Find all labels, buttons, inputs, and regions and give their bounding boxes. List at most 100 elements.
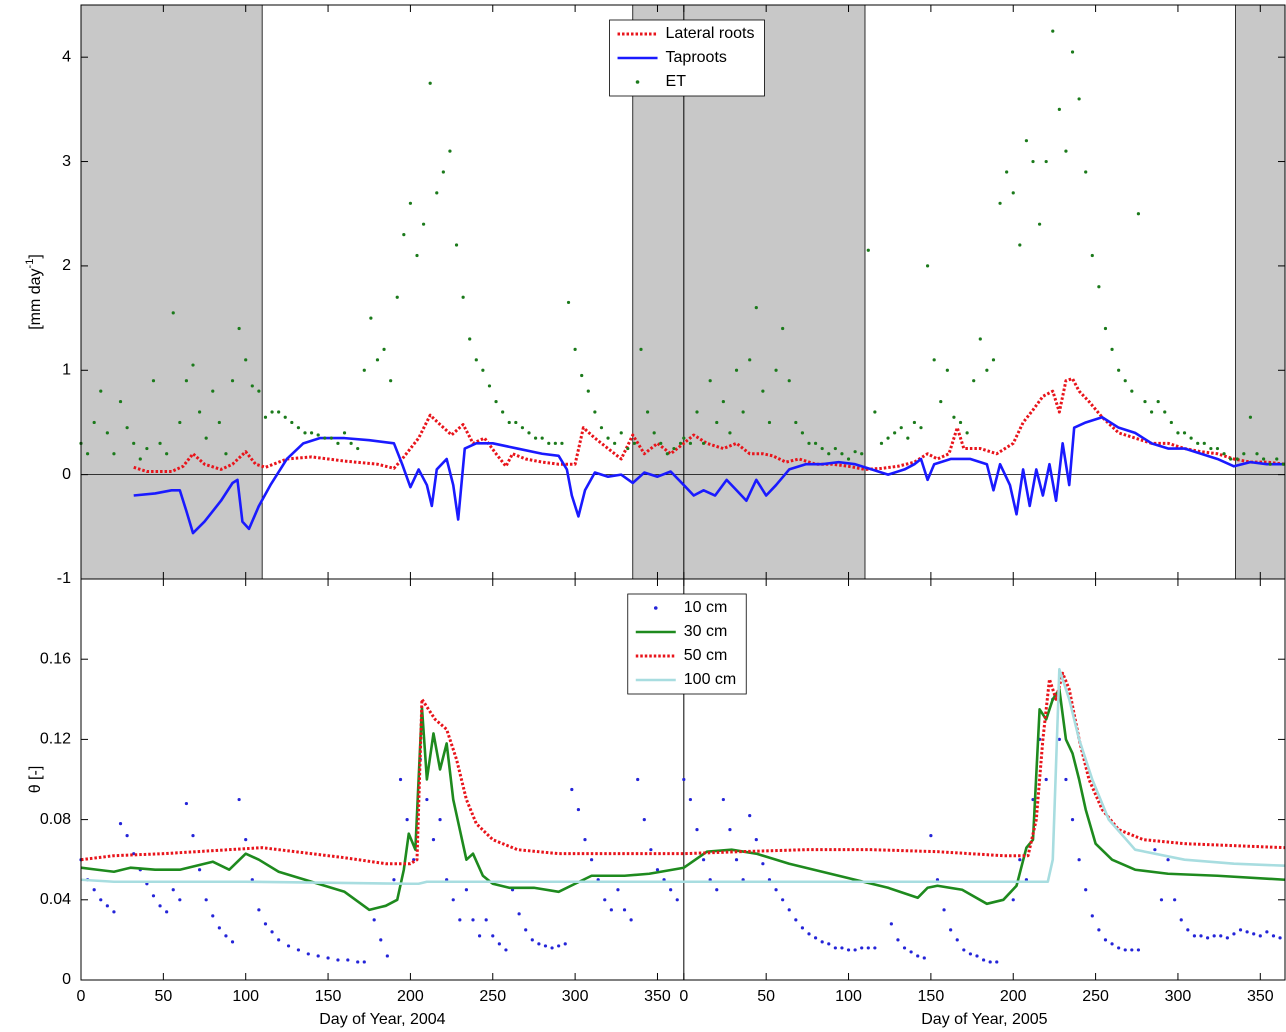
data-point [613, 441, 617, 445]
x-tick-label: 350 [1247, 988, 1274, 1005]
data-point [125, 426, 129, 430]
data-point [451, 898, 455, 902]
data-point [145, 446, 149, 451]
data-point [1196, 441, 1200, 445]
data-point [557, 944, 561, 948]
data-point [1143, 399, 1147, 404]
data-point [323, 436, 327, 440]
data-point [1265, 930, 1269, 934]
data-point [362, 960, 366, 964]
data-point [560, 441, 564, 445]
data-point [916, 954, 920, 958]
x-tick-label: 150 [918, 988, 945, 1005]
data-point [632, 441, 637, 445]
legend: 10 cm 30 cm 50 cm 100 cm [627, 593, 747, 695]
y-axis-label-part: [mm day [27, 268, 44, 329]
data-point [1159, 898, 1164, 902]
data-point [543, 944, 548, 948]
data-point [639, 347, 643, 351]
data-point [675, 898, 679, 902]
data-point [688, 441, 693, 445]
data-point [800, 926, 805, 930]
data-point [593, 410, 597, 414]
data-point [734, 858, 739, 862]
data-point [586, 389, 590, 393]
data-point [909, 950, 913, 954]
data-point [1117, 368, 1121, 372]
data-point [695, 410, 699, 414]
data-point [860, 452, 864, 456]
data-point [840, 452, 844, 456]
data-point [1153, 848, 1157, 852]
plot-frame [80, 578, 1286, 981]
x-tick-label: 0 [679, 988, 688, 1005]
data-point [629, 918, 633, 922]
data-point [197, 868, 202, 872]
data-point [896, 938, 900, 942]
data-point [395, 295, 399, 299]
legend: Lateral roots Taproots ET [609, 19, 765, 97]
data-point [178, 898, 182, 902]
data-point [1110, 942, 1114, 946]
data-point [537, 942, 541, 946]
x-axis-label: Day of Year, 2005 [921, 1011, 1047, 1028]
data-point [99, 898, 103, 902]
data-point [408, 201, 413, 205]
data-point [382, 347, 386, 351]
data-point [1018, 858, 1022, 862]
y-tick-label: 0.04 [40, 891, 71, 908]
data-point [820, 446, 824, 451]
data-point [405, 818, 409, 822]
data-point [1084, 170, 1088, 174]
data-point [846, 457, 851, 461]
data-point [211, 914, 215, 918]
data-point [1163, 410, 1167, 414]
data-point [899, 426, 903, 430]
data-point [721, 797, 725, 802]
data-point [563, 942, 567, 946]
data-point [853, 450, 857, 454]
data-point [346, 958, 350, 962]
data-point [728, 828, 732, 832]
data-point [1090, 914, 1094, 918]
x-tick-label: 0 [77, 988, 86, 1005]
data-point [1242, 452, 1246, 456]
data-point [178, 420, 182, 425]
legend-label: 30 cm [684, 623, 728, 640]
data-point [807, 932, 811, 936]
data-point [402, 233, 406, 237]
data-point [1084, 888, 1088, 892]
y-tick-label: 0.12 [40, 731, 71, 748]
data-point [1252, 932, 1256, 936]
data-point [833, 446, 837, 451]
data-point [1169, 420, 1173, 425]
data-point [1166, 858, 1170, 862]
data-point [425, 797, 429, 802]
data-point [230, 379, 235, 383]
data-point [583, 838, 587, 842]
x-tick-label: 150 [315, 988, 342, 1005]
data-point [474, 358, 478, 362]
data-point [326, 956, 330, 960]
data-point [244, 838, 248, 842]
data-point [1225, 936, 1229, 940]
data-point [688, 797, 693, 802]
data-point [468, 337, 472, 341]
data-point [741, 410, 745, 414]
data-point [204, 436, 208, 440]
data-point [553, 441, 557, 445]
data-point [995, 960, 999, 964]
data-point [1222, 452, 1226, 456]
data-point [820, 940, 824, 944]
data-point [939, 399, 943, 404]
data-point [1149, 410, 1154, 414]
data-point [748, 358, 752, 362]
data-point [165, 452, 169, 456]
data-point [748, 813, 752, 818]
data-point [1235, 457, 1239, 461]
data-point [398, 777, 403, 782]
x-tick-label: 250 [1082, 988, 1109, 1005]
data-point [132, 852, 136, 856]
shaded-period [632, 4, 866, 580]
data-point [296, 948, 301, 952]
